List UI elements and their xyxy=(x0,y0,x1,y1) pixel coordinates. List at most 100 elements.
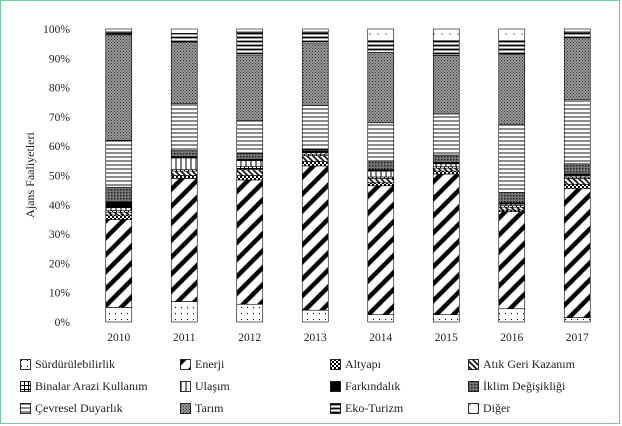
legend-swatch xyxy=(180,402,191,414)
y-tick-label: 30% xyxy=(49,229,71,241)
bar-segment xyxy=(105,307,133,323)
legend-item: İklim Değişikliği xyxy=(468,378,565,394)
legend-item: Binalar Arazi Kullanım xyxy=(20,378,148,394)
bar-segment xyxy=(563,183,591,189)
bar-segment xyxy=(367,160,395,170)
legend-label: Çevresel Duyarlık xyxy=(35,400,123,415)
bar-segment xyxy=(563,31,591,39)
y-tick-label: 40% xyxy=(49,200,71,212)
legend-label: Diğer xyxy=(483,400,511,415)
y-tick-label: 80% xyxy=(49,83,71,95)
bar-stack xyxy=(170,28,198,323)
bar-segment xyxy=(170,41,198,105)
bar-segment xyxy=(236,153,264,160)
x-axis: 2010 2011 2012 2013 2014 2015 2016 2017 xyxy=(107,332,589,344)
legend-swatch xyxy=(20,358,31,370)
legend-label: Enerji xyxy=(195,356,225,371)
bar-segment xyxy=(367,40,395,53)
bar-segment xyxy=(367,182,395,187)
bar-segment xyxy=(170,170,198,176)
x-tick-label: 2011 xyxy=(173,332,196,344)
bar-segment xyxy=(170,150,198,157)
bar-segment xyxy=(498,192,526,204)
bar-segment xyxy=(563,188,591,318)
bar-segment xyxy=(563,178,591,185)
y-axis-label: Ajans Faaliyetleri xyxy=(23,132,37,218)
bar-stack xyxy=(432,28,460,323)
bar-stack xyxy=(498,28,526,323)
bar-stack xyxy=(563,28,591,323)
y-axis: 0% 10% 20% 30% 40% 50% 60% 70% 80% 90% 100% xyxy=(43,24,70,329)
legend-item: Sürdürülebilirlik xyxy=(20,356,115,372)
bar-segment xyxy=(236,28,264,33)
bar-segment xyxy=(236,303,264,323)
bar-segment xyxy=(563,99,591,165)
y-tick-label: 10% xyxy=(49,288,71,300)
legend-swatch xyxy=(180,380,191,392)
y-tick-label: 0% xyxy=(55,317,71,329)
bar-segment xyxy=(301,155,329,162)
legend-label: Ulaşım xyxy=(195,378,230,393)
bar-segment xyxy=(170,103,198,151)
legend-item: Tarım xyxy=(180,400,223,416)
legend-swatch xyxy=(330,402,341,414)
bar-segment xyxy=(301,31,329,45)
legend-item: Çevresel Duyarlık xyxy=(20,400,123,416)
bar-segment xyxy=(432,55,460,115)
bar-segment xyxy=(301,309,329,323)
bar-segment xyxy=(105,201,133,209)
y-tick-label: 70% xyxy=(49,112,71,124)
x-tick-label: 2017 xyxy=(566,332,589,344)
legend-label: Altyapı xyxy=(345,356,381,371)
legend-label: Eko-Turizm xyxy=(345,400,404,415)
legend-label: Farkındalık xyxy=(345,378,401,393)
legend-item: Farkındalık xyxy=(330,378,400,394)
bar-segment xyxy=(170,301,198,323)
bar-segment xyxy=(367,314,395,323)
bar-segment xyxy=(301,43,329,106)
legend-item: Diğer xyxy=(468,400,510,416)
bar-segment xyxy=(170,33,198,43)
bar-segment xyxy=(170,28,198,34)
legend-item: Ulaşım xyxy=(180,378,230,394)
bar-segment xyxy=(563,317,591,323)
bar-segment xyxy=(301,165,329,311)
bar-segment xyxy=(498,40,526,55)
x-tick-label: 2010 xyxy=(107,332,130,344)
bar-segment xyxy=(105,214,133,220)
bar-segment xyxy=(432,154,460,163)
legend-swatch xyxy=(330,358,341,370)
bar-segment xyxy=(236,55,264,122)
bar-segment xyxy=(563,37,591,100)
bar-stack xyxy=(367,28,395,323)
bar-segment xyxy=(105,28,133,33)
bar-stack xyxy=(105,28,133,323)
bar-segment xyxy=(170,175,198,179)
x-tick-label: 2013 xyxy=(304,332,327,344)
y-tick-label: 60% xyxy=(49,141,71,153)
legend-swatch xyxy=(330,380,341,392)
bar-stack xyxy=(301,28,329,323)
bar-segment xyxy=(301,28,329,33)
bar-stack xyxy=(236,28,264,323)
legend-swatch xyxy=(468,380,479,392)
legend-label: Atık Geri Kazanım xyxy=(483,356,575,371)
x-tick-label: 2016 xyxy=(500,332,523,344)
bar-segment xyxy=(367,52,395,124)
legend-swatch xyxy=(468,402,479,414)
x-tick-label: 2015 xyxy=(435,332,458,344)
legend-item: Eko-Turizm xyxy=(330,400,403,416)
bar-segment xyxy=(105,219,133,308)
legend-label: Binalar Arazi Kullanım xyxy=(35,378,148,393)
y-tick-label: 90% xyxy=(49,53,71,65)
y-tick-label: 100% xyxy=(43,24,70,36)
legend-swatch xyxy=(20,380,31,392)
bar-segment xyxy=(236,175,264,181)
bar-segment xyxy=(563,163,591,175)
bar-segment xyxy=(236,120,264,154)
bar-segment xyxy=(105,211,133,216)
legend-swatch xyxy=(468,358,479,370)
x-tick-label: 2012 xyxy=(238,332,261,344)
bar-segment xyxy=(301,105,329,151)
